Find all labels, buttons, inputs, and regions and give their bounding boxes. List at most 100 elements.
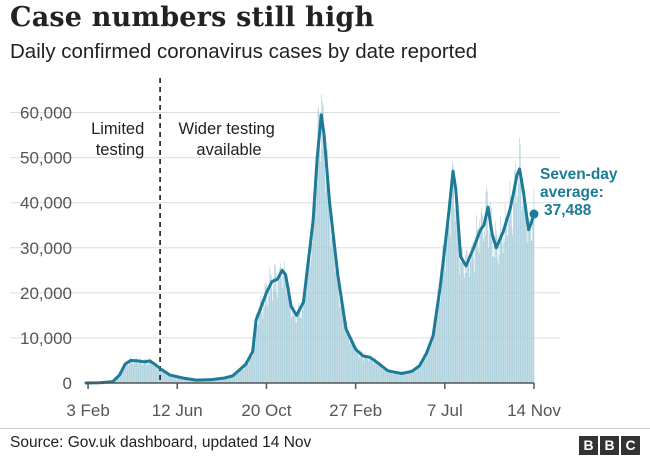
daily-bar <box>276 292 277 383</box>
x-tick-label: 14 Nov <box>507 401 561 420</box>
daily-bar <box>283 276 284 383</box>
daily-bar <box>249 359 251 383</box>
daily-bar <box>309 245 310 383</box>
daily-bar <box>252 356 253 383</box>
annotation-limited-line2: testing <box>96 141 145 159</box>
daily-bar <box>441 272 443 383</box>
daily-bar <box>288 284 290 383</box>
daily-bar <box>199 380 201 383</box>
daily-bar <box>327 180 329 383</box>
daily-bar <box>379 362 381 383</box>
daily-bar <box>279 267 281 383</box>
daily-bar <box>246 359 247 383</box>
daily-bar <box>130 356 131 383</box>
daily-bar <box>181 378 182 383</box>
daily-bar <box>189 379 190 383</box>
daily-bar <box>301 318 302 383</box>
daily-bar <box>428 344 429 383</box>
daily-bar <box>421 360 423 383</box>
daily-bar <box>194 380 196 383</box>
daily-bar <box>183 377 185 383</box>
daily-bar <box>415 370 417 383</box>
daily-bar <box>182 378 183 383</box>
daily-bar <box>307 256 309 383</box>
daily-bar <box>382 369 384 383</box>
daily-bar <box>306 270 308 383</box>
daily-bar <box>292 315 294 383</box>
daily-bar <box>305 293 307 383</box>
daily-bar <box>284 272 286 383</box>
annotation-seven-day-average: Seven-day average: 37,488 <box>540 166 622 219</box>
daily-bar <box>412 371 413 383</box>
daily-bar <box>256 315 258 383</box>
daily-bar <box>142 365 144 383</box>
daily-bar <box>226 377 228 383</box>
daily-bar <box>493 245 495 383</box>
daily-bar <box>154 362 155 383</box>
daily-bar <box>241 366 242 383</box>
daily-bar <box>318 106 319 384</box>
bbc-logo: B B C <box>579 436 640 455</box>
daily-bar <box>449 235 451 383</box>
daily-bar <box>119 373 121 383</box>
daily-bar <box>204 380 205 383</box>
daily-bar <box>400 372 402 383</box>
y-tick-label-50000: 50,000 <box>20 149 72 168</box>
daily-bar <box>325 192 326 383</box>
daily-bar <box>519 144 521 383</box>
daily-bar <box>277 297 278 383</box>
daily-bar <box>504 203 506 383</box>
daily-bar <box>296 309 298 383</box>
x-axis-labels: 3 Feb 12 Jun 20 Oct 27 Feb 7 Jul 14 Nov <box>66 383 561 420</box>
daily-bar <box>524 191 526 383</box>
daily-bar <box>462 263 464 383</box>
daily-bar <box>368 361 369 383</box>
daily-bar <box>122 369 124 383</box>
daily-bar <box>314 197 316 383</box>
daily-bar <box>497 264 499 383</box>
daily-bar <box>275 274 277 383</box>
daily-bar <box>259 310 260 383</box>
daily-bar <box>340 306 342 383</box>
daily-bar <box>373 364 374 383</box>
daily-bar <box>244 365 246 383</box>
daily-bar <box>338 298 340 383</box>
daily-bar <box>456 211 457 383</box>
daily-bar <box>420 365 422 383</box>
daily-bar <box>295 322 297 383</box>
daily-bar <box>512 234 513 383</box>
daily-bar <box>476 230 478 383</box>
annotation-limited-line1: Limited <box>91 120 144 138</box>
daily-bar <box>213 379 214 383</box>
daily-bar <box>247 362 249 383</box>
daily-bar <box>245 361 247 383</box>
daily-bar <box>467 250 468 383</box>
daily-bar <box>392 373 393 383</box>
daily-bar <box>192 379 194 383</box>
daily-bar <box>370 353 371 383</box>
daily-bar <box>468 265 470 383</box>
daily-bar <box>509 181 511 383</box>
daily-bar <box>491 237 493 383</box>
daily-bar <box>432 342 433 383</box>
daily-bar <box>155 363 157 383</box>
daily-bar <box>312 242 313 383</box>
daily-bar <box>278 281 280 383</box>
daily-bar <box>196 380 198 383</box>
daily-bar <box>460 261 461 383</box>
daily-bar <box>171 376 173 383</box>
daily-bar <box>403 372 405 383</box>
daily-bar <box>403 374 404 383</box>
daily-bar <box>355 350 356 383</box>
daily-bar <box>379 364 380 383</box>
daily-bar <box>135 358 136 383</box>
daily-bar <box>156 367 157 383</box>
daily-bar <box>170 374 171 383</box>
daily-bar <box>486 187 487 383</box>
daily-bar <box>479 219 481 383</box>
daily-bar <box>367 359 369 383</box>
daily-bar <box>359 351 360 383</box>
daily-bar <box>172 375 173 383</box>
daily-bar <box>323 140 325 383</box>
daily-bar <box>194 379 195 383</box>
